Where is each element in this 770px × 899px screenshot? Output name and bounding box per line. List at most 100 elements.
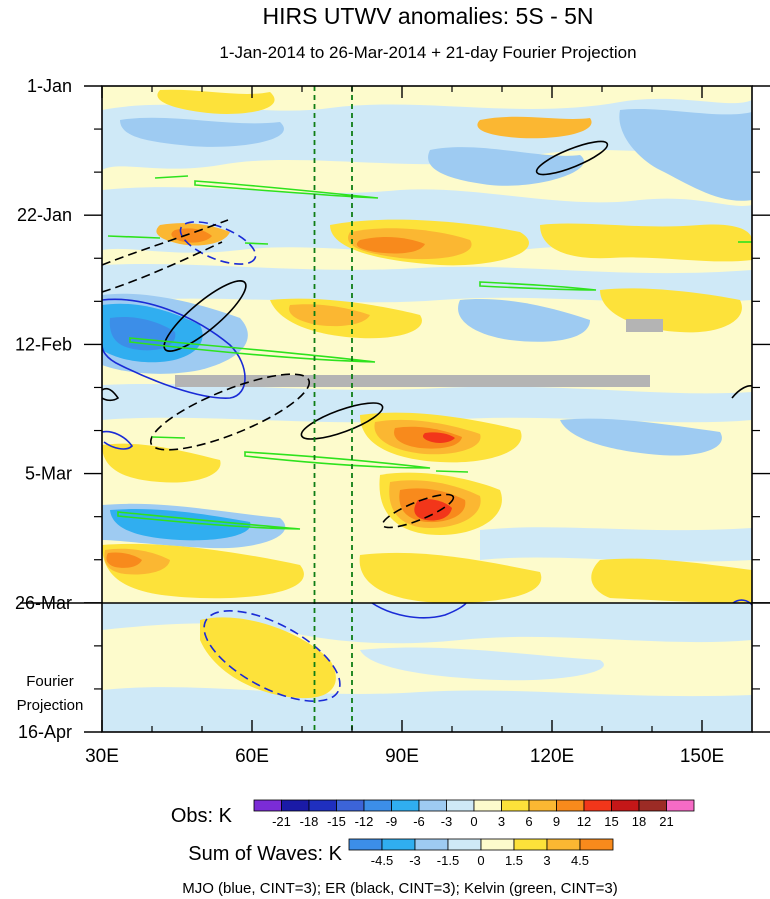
colorbar-swatch: [666, 799, 695, 812]
colorbar-tick-label: -4.5: [371, 853, 393, 868]
er-contour: [163, 280, 247, 352]
kelvin-contour: [435, 470, 469, 473]
er-contour: [300, 402, 384, 440]
obs-blob: [106, 552, 142, 568]
x-tick-label: 150E: [680, 746, 724, 767]
obs-blob: [102, 383, 752, 423]
chart-subtitle: 1-Jan-2014 to 26-Mar-2014 + 21-day Fouri…: [219, 43, 636, 62]
x-tick-label: 90E: [385, 746, 419, 767]
colorbar-tick-label: 0: [477, 853, 484, 868]
obs-blob: [289, 304, 370, 327]
colorbar-tick-label: 15: [604, 814, 618, 829]
obs-blob: [619, 108, 752, 201]
projection-field: [102, 603, 752, 732]
obs-field: [102, 89, 752, 603]
colorbar-swatch: [556, 799, 585, 812]
chart-title: HIRS UTWV anomalies: 5S - 5N: [262, 3, 593, 29]
obs-blob: [458, 299, 590, 342]
colorbar-swatch: [308, 799, 337, 812]
er-contour: [149, 373, 311, 451]
colorbar-swatch: [583, 799, 612, 812]
obs-blob: [428, 147, 584, 186]
wave-contours: [102, 140, 752, 702]
obs-blob: [560, 418, 722, 456]
obs-blob: [591, 558, 752, 603]
er-contour: [102, 241, 223, 293]
y-tick-label: 5-Mar: [25, 464, 72, 484]
obs-blob: [102, 443, 221, 483]
colorbar-tick-label: -9: [386, 814, 398, 829]
plot-area: [102, 86, 752, 732]
colorbar-swatch: [253, 799, 282, 812]
colorbar-tick-label: 3: [498, 814, 505, 829]
colorbar-swatch: [447, 838, 482, 851]
colorbar-swatch: [336, 799, 365, 812]
kelvin-contour: [107, 235, 161, 239]
projection-blob: [200, 617, 336, 699]
y-tick-label: 16-Apr: [18, 722, 72, 742]
colorbar-swatch: [546, 838, 581, 851]
colorbar-swatch: [513, 838, 548, 851]
colorbar-swatch: [446, 799, 475, 812]
colorbar-tick-label: -1.5: [437, 853, 459, 868]
colorbar-swatch: [480, 838, 515, 851]
projection-blob: [360, 647, 604, 681]
y-tick-label: 1-Jan: [27, 76, 72, 96]
obs-colorbar-label: Obs: K: [171, 805, 233, 827]
colorbar-swatch: [381, 838, 416, 851]
obs-blob: [477, 116, 592, 139]
projection-blob: [102, 687, 752, 732]
colorbar-tick-label: -15: [327, 814, 346, 829]
obs-blob: [102, 263, 752, 303]
colorbar-tick-label: 0: [470, 814, 477, 829]
colorbar-tick-label: 12: [577, 814, 591, 829]
er-contour: [102, 219, 229, 266]
projection-label-line1: Fourier: [26, 673, 74, 690]
er-contour: [731, 385, 752, 399]
projection-blob: [102, 603, 752, 644]
mjo-contour: [203, 610, 341, 702]
colorbar-tick-label: -3: [409, 853, 421, 868]
kelvin-contour: [194, 180, 379, 199]
obs-blob: [359, 552, 542, 603]
colorbar-tick-label: 18: [632, 814, 646, 829]
y-tick-label: 22-Jan: [17, 205, 72, 225]
colorbar-tick-label: -21: [272, 814, 291, 829]
missing-data-bar: [175, 375, 650, 387]
colorbar-tick-label: -6: [413, 814, 425, 829]
projection-label-line2: Projection: [17, 697, 84, 714]
colorbar-swatch: [418, 799, 447, 812]
axes: 30E 60E 90E 120E 150E 1-Jan 22-Jan 12-Feb 5-Mar 2…: [15, 76, 770, 767]
waves-colorbar-label: Sum of Waves: K: [188, 843, 342, 865]
obs-blob: [102, 98, 752, 170]
mjo-contour: [371, 602, 467, 619]
colorbar-swatch: [414, 838, 449, 851]
colorbar-tick-label: 4.5: [571, 853, 589, 868]
missing-data-bar: [626, 319, 663, 332]
colorbar-tick-label: 3: [543, 853, 550, 868]
y-tick-label: 12-Feb: [15, 334, 72, 354]
er-contour: [102, 387, 120, 402]
colorbar-swatch: [501, 799, 530, 812]
obs-blob: [110, 509, 251, 541]
obs-blob: [422, 432, 455, 443]
obs-blob: [171, 228, 212, 243]
colorbar-swatch: [363, 799, 392, 812]
colorbar-swatch: [611, 799, 640, 812]
kelvin-contour: [244, 451, 431, 469]
obs-blob: [356, 237, 425, 254]
y-tick-label: 26-Mar: [15, 593, 72, 613]
plot-frame: [101, 85, 753, 733]
kelvin-contour: [479, 281, 597, 291]
kelvin-contour: [151, 436, 186, 439]
kelvin-contour: [129, 337, 376, 363]
obs-blob: [109, 316, 176, 351]
colorbar-tick-label: -12: [355, 814, 374, 829]
mjo-contour: [179, 221, 257, 265]
kelvin-contour: [117, 511, 301, 530]
colorbar-swatch: [528, 799, 557, 812]
obs-blob: [480, 527, 752, 562]
waves-colorbar: -4.5 -3 -1.5 0 1.5 3 4.5: [348, 838, 614, 868]
colorbar-tick-label: -18: [300, 814, 319, 829]
x-tick-label: 60E: [235, 746, 269, 767]
